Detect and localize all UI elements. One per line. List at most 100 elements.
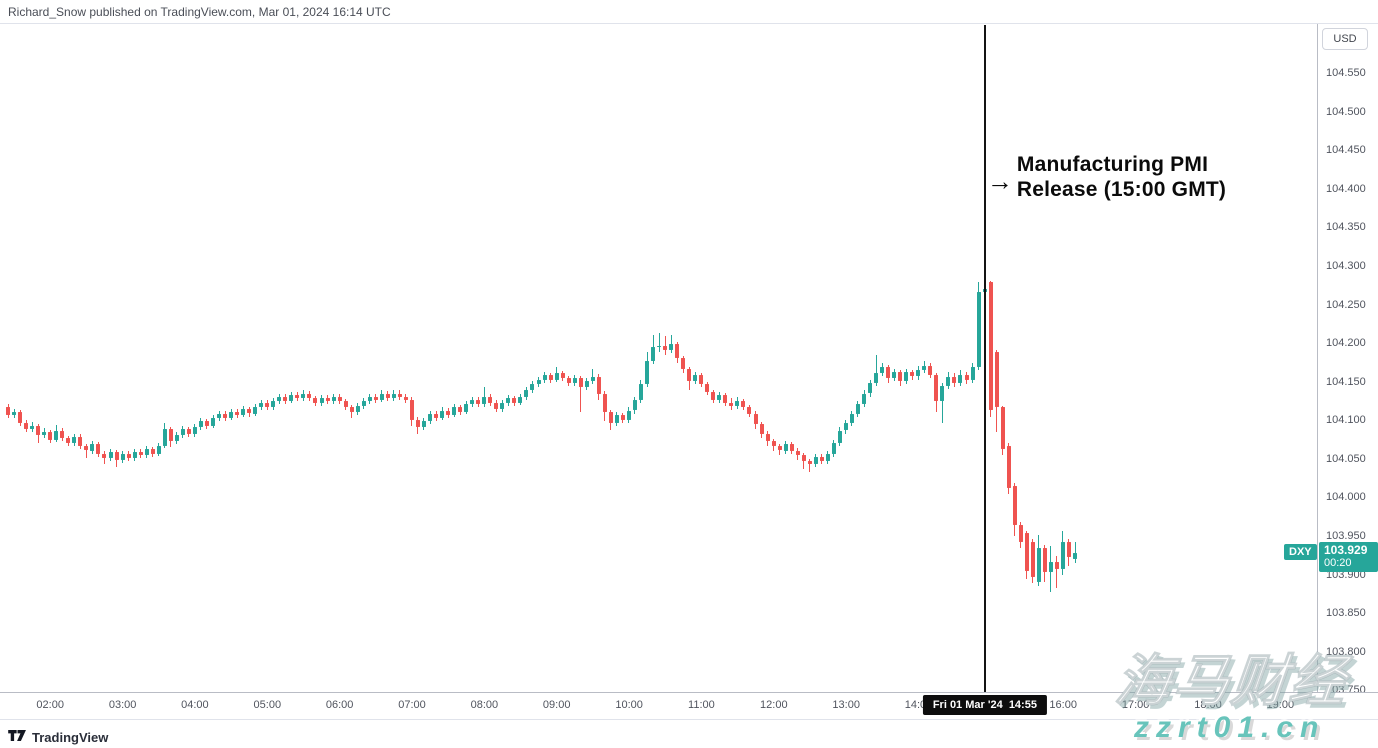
time-tick-label: 17:00 [1121, 699, 1150, 711]
candle-body [6, 407, 10, 416]
candle-body [735, 401, 740, 406]
price-tick-label: 104.400 [1326, 182, 1366, 195]
candle-body [217, 413, 221, 419]
candle-body [144, 449, 149, 456]
tradingview-brand-text: TradingView [32, 729, 109, 745]
candle-body [584, 381, 589, 388]
candle-body [464, 404, 469, 412]
time-tick-label: 11:00 [688, 699, 715, 711]
candle-body [337, 396, 342, 402]
footer-bar: TradingView [0, 719, 1378, 748]
candle-body [349, 407, 354, 412]
candle-body [301, 393, 306, 399]
candle-body [42, 432, 47, 436]
candle-wick [85, 443, 87, 459]
candle-wick [664, 336, 666, 355]
candle-body [108, 452, 113, 459]
candle-body [204, 421, 209, 426]
candle-body [765, 433, 770, 442]
candle-body [259, 402, 264, 408]
candle-body [542, 375, 547, 380]
candle-body [1036, 547, 1041, 582]
candle-body [397, 393, 402, 397]
candle-body [476, 399, 481, 405]
candle-body [470, 399, 475, 405]
candle-body [355, 405, 360, 412]
time-tick-label: 13:00 [832, 699, 860, 711]
candle-body [192, 427, 197, 434]
candle-wick [658, 332, 660, 352]
candlestick-chart[interactable] [0, 24, 1317, 692]
candle-body [247, 408, 252, 414]
candle-body [361, 401, 366, 406]
time-tick-label: 10:00 [615, 699, 643, 711]
candle-body [928, 365, 933, 375]
currency-button[interactable]: USD [1322, 28, 1368, 50]
candle-body [319, 398, 324, 403]
event-annotation[interactable]: → Manufacturing PMI Release (15:00 GMT) [987, 152, 1226, 202]
candle-body [626, 410, 631, 420]
candle-body [819, 456, 824, 462]
candle-body [415, 419, 420, 428]
candle-body [18, 412, 23, 423]
candle-body [1024, 533, 1029, 571]
right-arrow-icon: → [986, 166, 1013, 196]
time-axis[interactable]: 02:00 03:00 04:00 05:00 06:00 07:00 08:00 09:00… [0, 692, 1378, 719]
candle-body [325, 398, 330, 402]
candle-body [1048, 561, 1053, 573]
candle-wick [809, 459, 811, 473]
price-tick-label: 104.550 [1326, 67, 1366, 80]
price-tick-label: 104.300 [1326, 260, 1366, 272]
candle-body [162, 429, 167, 446]
candle-body [988, 282, 993, 410]
candle-body [657, 345, 661, 348]
candle-body [681, 358, 686, 369]
candle-body [313, 398, 318, 403]
candle-body [777, 445, 782, 451]
price-axis[interactable]: USD 104.550 104.500 104.450 104.400 104.350 1… [1317, 24, 1378, 696]
candle-body [391, 393, 396, 399]
price-tick-label: 104.450 [1326, 144, 1366, 157]
candle-body [198, 421, 203, 428]
event-vertical-line[interactable] [983, 25, 986, 692]
candle-body [138, 452, 143, 456]
candle-body [1060, 541, 1065, 570]
candle-body [428, 413, 432, 422]
tradingview-logo-icon [8, 728, 27, 746]
time-tick-label: 04:00 [181, 699, 209, 711]
candle-body [898, 371, 903, 382]
candle-body [512, 398, 517, 403]
candle-wick [592, 368, 594, 385]
candle-body [156, 445, 161, 454]
current-price-badge: 103.929 00:20 [1319, 542, 1378, 573]
candle-body [446, 410, 450, 416]
candle-body [831, 442, 836, 454]
tradingview-link[interactable]: TradingView [8, 728, 108, 746]
candle-body [223, 413, 227, 419]
candle-body [964, 375, 969, 380]
candle-body [608, 412, 613, 423]
candle-body [373, 396, 378, 400]
candle-body [699, 375, 704, 385]
candle-body [651, 347, 655, 362]
candle-body [54, 430, 59, 440]
candle-body [825, 453, 830, 462]
candle-body [440, 410, 444, 419]
candle-body [807, 461, 812, 465]
candle-body [1066, 541, 1071, 557]
time-tick-label: 07:00 [398, 699, 426, 711]
price-tick-label: 104.250 [1326, 298, 1366, 311]
candle-body [12, 412, 16, 416]
candle-body [66, 438, 71, 443]
candle-body [958, 375, 963, 383]
time-tick-label: 19:00 [1266, 699, 1295, 711]
price-tick-label: 104.000 [1326, 491, 1366, 504]
candle-body [578, 378, 583, 388]
candle-body [645, 361, 649, 385]
candle-body [747, 407, 752, 414]
candle-body [524, 390, 529, 397]
current-price-value: 103.929 [1324, 543, 1368, 558]
candle-body [771, 441, 776, 446]
candle-body [48, 432, 53, 440]
